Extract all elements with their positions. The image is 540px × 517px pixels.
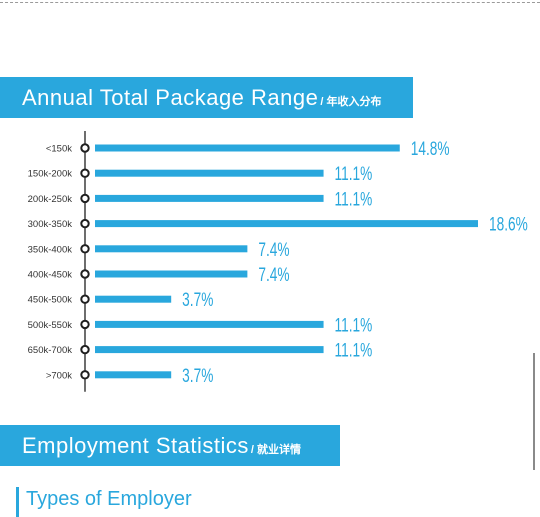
value-label: 3.7%: [182, 365, 213, 387]
package-section-banner: Annual Total Package Range / 年收入分布: [0, 77, 413, 118]
category-label: 650k-700k: [28, 345, 73, 356]
package-range-bar-chart: <150k 14.8% 150k-200k 11.1% 200k-250k 11.1% 30…: [28, 131, 528, 392]
bar: [95, 220, 478, 228]
axis-marker: [80, 143, 90, 153]
axis-marker: [80, 319, 90, 330]
value-label: 3.7%: [182, 289, 213, 311]
bar: [95, 371, 172, 379]
axis-marker: [80, 218, 90, 229]
value-label: 7.4%: [258, 239, 289, 261]
axis-marker: [80, 294, 90, 304]
category-label: >700k: [46, 370, 72, 381]
value-label: 7.4%: [258, 264, 289, 286]
bar: [95, 270, 248, 278]
axis-marker: [80, 344, 90, 355]
category-label: 500k-550k: [28, 320, 73, 331]
package-section-subtitle: / 年收入分布: [320, 96, 382, 108]
category-label: 200k-250k: [28, 194, 73, 205]
axis-marker: [80, 370, 90, 380]
bar: [95, 295, 172, 303]
category-label: 450k-500k: [28, 295, 73, 306]
category-label: 400k-450k: [28, 270, 73, 281]
package-section-title: Annual Total Package Range: [22, 85, 319, 110]
scrollbar[interactable]: [533, 353, 535, 470]
employment-section-title: Employment Statistics: [22, 433, 249, 458]
bar: [95, 245, 248, 253]
category-label: 150k-200k: [28, 169, 73, 180]
bar: [95, 194, 324, 202]
value-label: 18.6%: [489, 213, 528, 235]
value-label: 11.1%: [335, 314, 373, 336]
employer-types-heading: Types of Employer: [16, 487, 192, 517]
category-label: <150k: [46, 144, 72, 155]
bar: [95, 320, 324, 328]
employment-section-banner: Employment Statistics / 就业详情: [0, 425, 340, 466]
value-label: 11.1%: [335, 163, 373, 185]
value-label: 11.1%: [335, 188, 373, 210]
bar: [95, 346, 324, 354]
bar: [95, 144, 400, 152]
employment-section-subtitle: / 就业详情: [250, 444, 302, 456]
employer-types-title: Types of Employer: [26, 488, 192, 510]
value-label: 11.1%: [335, 339, 373, 361]
axis-marker: [80, 244, 90, 254]
category-label: 350k-400k: [28, 244, 73, 255]
axis-marker: [80, 193, 90, 204]
top-dashed-divider: [0, 2, 540, 3]
bar: [95, 169, 324, 177]
axis-marker: [80, 269, 90, 279]
category-label: 300k-350k: [28, 219, 73, 230]
axis-marker: [80, 168, 90, 178]
value-label: 14.8%: [411, 138, 450, 160]
